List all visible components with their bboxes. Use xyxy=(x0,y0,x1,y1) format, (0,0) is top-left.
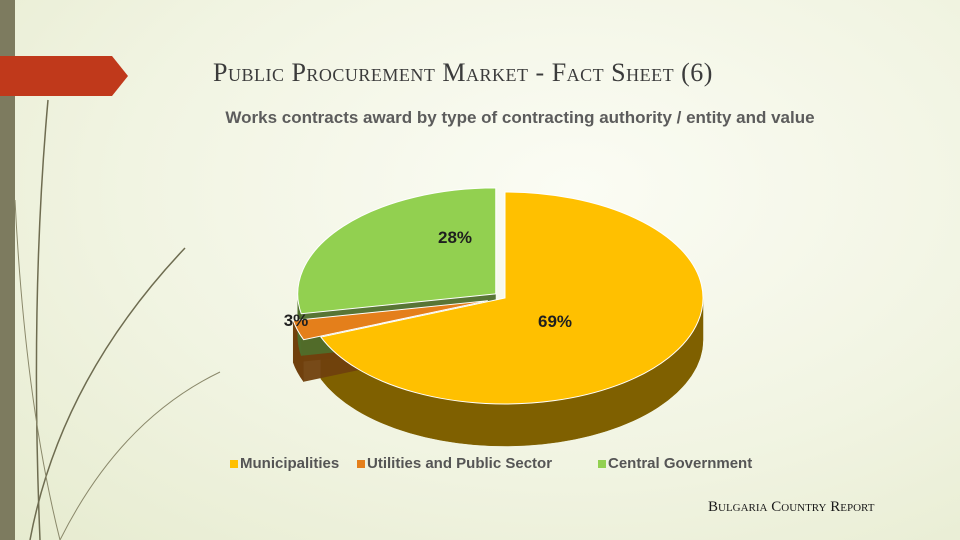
legend-item-municipalities: Municipalities xyxy=(230,455,339,472)
data-label-municipalities: 69% xyxy=(538,312,572,331)
legend-item-central-government: Central Government xyxy=(598,455,752,472)
decorative-curves xyxy=(14,99,221,540)
title-arrow-shape xyxy=(0,56,128,96)
pie-slice-utilities-and-public-sector xyxy=(292,300,488,341)
slide-title: Public Procurement Market - Fact Sheet (… xyxy=(213,58,713,87)
legend-label-utilities: Utilities and Public Sector xyxy=(367,455,553,472)
legend-swatch-utilities xyxy=(357,459,365,468)
footer-report-name: Bulgaria Country Report xyxy=(708,499,875,515)
data-label-central-government: 28% xyxy=(438,228,472,247)
legend-label-municipalities: Municipalities xyxy=(240,455,340,472)
legend-swatch-municipalities xyxy=(230,459,238,468)
legend-swatch-central-government xyxy=(598,459,606,468)
chart-title: Works contracts award by type of contrac… xyxy=(225,108,815,127)
left-accent-bar xyxy=(0,0,15,540)
legend-item-utilities: Utilities and Public Sector xyxy=(357,455,552,472)
pie-slice-municipalities xyxy=(320,191,704,405)
legend-label-central-government: Central Government xyxy=(608,455,753,472)
pie-slice-central-government xyxy=(297,187,497,315)
data-label-utilities-and-public-sector: 3% xyxy=(284,311,309,330)
